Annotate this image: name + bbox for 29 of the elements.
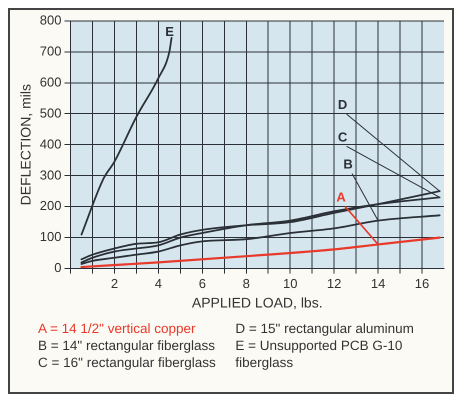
x-tick-label: 6 (198, 276, 206, 291)
text: E = Unsupported PCB G-10 fiberglass (235, 337, 404, 371)
x-tick-label: 12 (326, 276, 342, 291)
series-label: E (165, 24, 174, 39)
text: C (338, 129, 348, 144)
y-tick-label: 100 (40, 229, 62, 244)
x-tick-label: 4 (154, 276, 162, 291)
y-axis-title: DEFLECTION, mils (17, 84, 34, 206)
x-tick-label: 16 (414, 276, 430, 291)
text: B (343, 156, 353, 172)
x-axis-title: APPLIED LOAD, lbs. (192, 294, 323, 310)
text: D (338, 97, 348, 112)
y-tick-label: 200 (40, 198, 62, 214)
text: A (336, 190, 346, 205)
x-tick-label: 10 (282, 276, 298, 291)
text: A = 14 1/2" vertical copper (38, 320, 197, 337)
x-tick-label: 2 (110, 276, 118, 291)
y-tick-label: 700 (40, 43, 62, 58)
x-tick-label: 8 (242, 276, 250, 291)
y-tick-label: 300 (40, 167, 62, 182)
text: C = 16" rectangular fiberglass (38, 354, 217, 371)
y-tick-label: 400 (40, 136, 62, 152)
text: D = 15" rectangular aluminum (235, 320, 415, 337)
y-tick-label: 800 (40, 12, 62, 28)
x-tick-label: 14 (370, 276, 386, 291)
y-tick-label: 600 (40, 74, 62, 90)
text: B = 14" rectangular fiberglass (38, 337, 216, 354)
y-tick-label: 0 (54, 260, 62, 276)
y-tick-label: 500 (40, 105, 62, 120)
